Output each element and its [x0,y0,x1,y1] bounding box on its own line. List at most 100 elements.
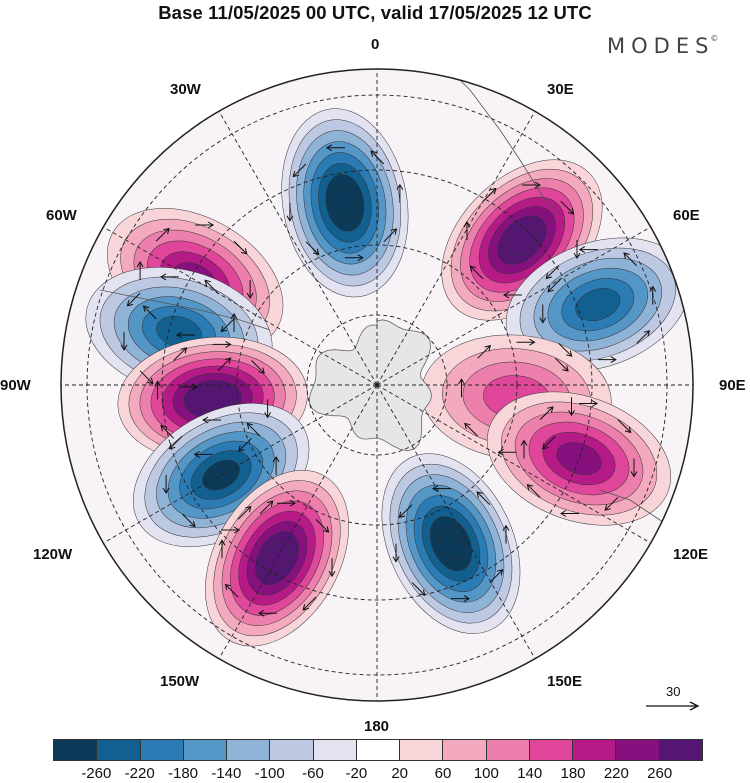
wind-arrow-head [168,443,176,450]
wind-vectors [120,144,657,617]
wind-arrow [476,491,491,506]
wind-arrow-head [529,338,536,346]
wind-arrow [383,228,397,243]
wind-arrow-head [240,248,248,255]
wind-arrow-head [496,569,504,576]
anomaly-contour-band [437,526,465,561]
wind-arrow-head [189,520,196,528]
wind-arrow [181,513,196,527]
wind-arrow-head [224,583,232,591]
colorbar-segment [486,740,530,760]
meridian-line [376,384,651,544]
wind-arrow [604,497,619,511]
graticule [61,69,693,701]
anomaly-center [205,470,349,647]
wind-arrow-head [567,208,575,215]
parallel-circle [306,314,448,456]
colorbar-segment [573,740,617,760]
wind-arrow-head [534,181,541,189]
wind-arrow-head [623,252,630,259]
brand-mark: © [710,34,719,43]
continent-outlines [99,69,693,601]
wind-arrow [169,435,183,450]
wind-arrow [482,188,497,202]
colorbar-tick-label: -220 [124,765,155,782]
wind-arrow-head [476,491,483,498]
wind-arrow [302,596,317,611]
lon-label-180: 180 [364,718,390,735]
wind-arrow-head [463,595,470,603]
wind-arrow-head [238,445,245,452]
lon-label-30w: 30W [170,81,201,98]
wind-arrow-head [224,357,232,364]
lon-label-120e: 120E [673,546,709,563]
wind-arrow-head [565,350,573,357]
wind-arrow-head [539,317,547,324]
meridian-line [103,384,378,544]
wind-arrow-head [547,406,554,413]
wind-arrow [139,370,154,384]
antarctica-outline [309,319,432,452]
colorbar-segment [97,740,141,760]
wind-arrow [489,569,503,583]
wind-arrow [217,357,231,372]
wind-arrow [560,200,574,215]
wind-arrow [547,278,562,293]
colorbar-segment [54,740,98,760]
wind-arrow-head [258,367,265,374]
wind-arrow-head [312,248,320,256]
anomaly-center [505,237,690,372]
colorbar-segment [443,740,487,760]
meridian-line [376,384,536,659]
wind-arrow-head [560,510,567,517]
colorbar-tick-label: 180 [560,765,586,782]
colorbar-segment [659,740,702,760]
meridian-line [218,384,378,659]
wind-arrow-head [191,383,198,391]
wind-arrow-head [502,524,510,531]
wind-arrow [259,500,274,515]
colorbar-tick-label: -180 [167,765,199,782]
wind-arrow-head [289,499,296,507]
wind-arrow-head [246,292,254,299]
anomaly-contour-band [506,224,538,256]
wind-arrow [305,241,320,255]
wind-arrow-head [630,471,638,478]
wind-arrow-head [578,246,586,254]
wind-arrow-head [464,422,471,430]
meridian-line [103,226,378,386]
anomaly-contour-band [332,185,357,221]
wind-arrow [237,506,252,520]
map-title: Base 11/05/2025 00 UTC, valid 17/05/2025… [158,2,592,23]
wind-arrow [542,435,556,450]
parallel-circle [161,169,593,601]
wind-arrow-head [160,424,167,432]
wind-arrow-head [503,291,510,299]
wind-arrow [464,423,478,437]
wind-arrow-head [286,215,294,222]
wind-arrow-head [370,150,377,157]
anomaly-contour-band [575,288,621,322]
meridian-line [376,226,651,386]
colorbar-tick-label: -20 [345,765,368,782]
wind-arrow-head [458,378,465,385]
wind-arrow-head [160,273,167,281]
vector-scale-label: 30 [666,684,681,699]
lon-label-120w: 120W [33,546,73,563]
colorbar-segment [183,740,228,760]
wind-arrow-head [357,254,364,262]
wind-arrow-head [591,400,598,407]
wind-arrow-head [432,485,439,493]
lon-label-150e: 150E [547,673,583,690]
wind-arrow [251,360,265,374]
colorbar-tick-label: 60 [434,765,452,782]
wind-arrow-head [463,221,471,228]
wind-arrow-head [541,443,549,450]
colorbar-segment [400,740,444,760]
wind-arrow [246,423,261,437]
wind-arrow-head [604,504,612,511]
colorbar-segment [356,740,401,760]
colorbar-segment [616,740,660,760]
wind-arrow [173,347,187,361]
